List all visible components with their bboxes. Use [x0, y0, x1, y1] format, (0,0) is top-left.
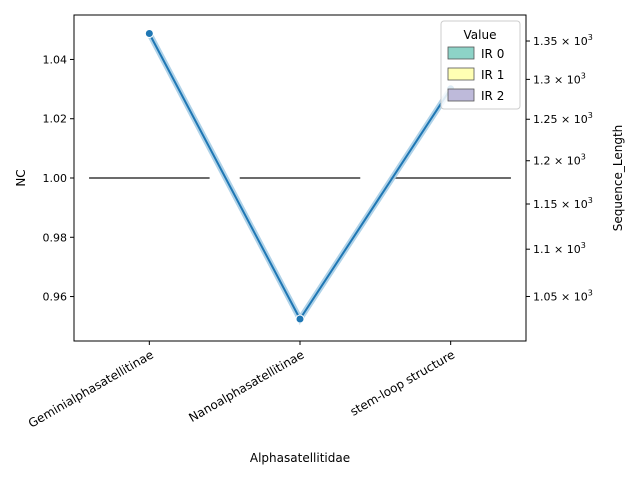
right-tick-label-0: 1.05 × 103	[533, 288, 593, 303]
left-tick-label-2: 1.00	[43, 172, 68, 185]
left-tick-label-4: 1.04	[43, 53, 68, 66]
right-tick-label-2: 1.15 × 103	[533, 196, 593, 211]
right-tick-label-5: 1.3 × 103	[533, 71, 586, 86]
legend-label-0: IR 0	[481, 47, 504, 61]
legend-label-2: IR 2	[481, 89, 504, 103]
data-point-1	[295, 314, 305, 324]
legend-label-1: IR 1	[481, 68, 504, 82]
legend-frame	[440, 20, 521, 110]
legend-swatch-0	[447, 46, 475, 60]
legend-title: Value	[464, 28, 497, 42]
right-tick-label-1: 1.1 × 103	[533, 241, 586, 256]
left-tick-label-1: 0.98	[43, 231, 68, 244]
left-tick-label-0: 0.96	[43, 291, 68, 304]
right-tick-label-6: 1.35 × 103	[533, 33, 593, 48]
legend-entries: IR 0 IR 1 IR 2	[447, 46, 504, 103]
right-y-axis: 1.05 × 103 1.1 × 103 1.15 × 103 1.2 × 103 1.…	[526, 33, 593, 303]
legend-swatch-2	[447, 88, 475, 102]
legend: Value IR 0 IR 1 IR 2	[440, 20, 521, 110]
data-point-0	[144, 29, 154, 39]
legend-swatch-1	[447, 67, 475, 81]
right-y-axis-label: Sequence_Length	[611, 125, 625, 232]
right-tick-label-3: 1.2 × 103	[533, 153, 586, 168]
right-tick-label-4: 1.25 × 103	[533, 111, 593, 126]
x-axis-label: Alphasatellitidae	[250, 451, 350, 465]
axes-frame	[73, 14, 527, 342]
left-tick-label-3: 1.02	[43, 113, 68, 126]
left-y-axis-label: NC	[14, 169, 28, 186]
left-y-axis: 0.96 0.98 1.00 1.02 1.04	[43, 53, 74, 304]
